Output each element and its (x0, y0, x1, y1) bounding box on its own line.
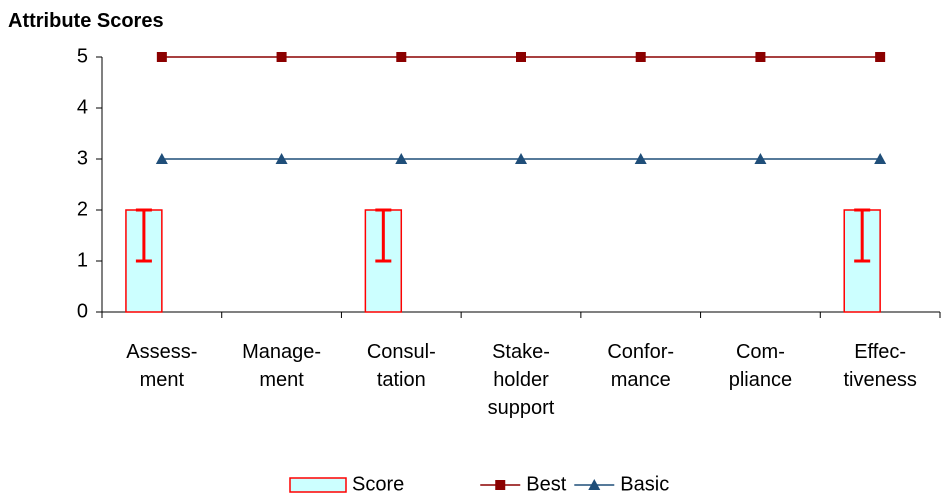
legend-swatch (289, 477, 347, 493)
y-tick-label: 3 (77, 147, 88, 169)
marker (515, 153, 527, 164)
marker (634, 153, 647, 164)
error-bar (375, 208, 392, 263)
marker (754, 153, 767, 164)
x-tick-label: Manage- ment (242, 341, 322, 391)
marker (155, 153, 168, 164)
y-tick-label: 4 (77, 96, 88, 118)
error-bar (854, 208, 871, 263)
marker (516, 52, 526, 62)
marker (755, 52, 766, 62)
x-tick-label: Com- pliance (728, 341, 793, 391)
x-tick-label: Stake- holder support (487, 341, 555, 419)
error-bar (135, 208, 152, 263)
marker (396, 52, 407, 62)
marker (275, 153, 288, 164)
marker (395, 153, 408, 164)
legend-label: Basic (620, 473, 669, 495)
x-tick-label: Confor- mance (607, 341, 675, 391)
x-tick-label: Effec- tiveness (843, 341, 917, 391)
x-tick-label: Assess- ment (126, 341, 198, 391)
legend-label: Score (352, 473, 404, 495)
marker (875, 52, 886, 62)
marker (156, 52, 167, 62)
x-tick-label: Consul- tation (366, 341, 436, 391)
y-tick-label: 5 (77, 45, 88, 67)
legend-label: Best (526, 473, 566, 495)
marker (276, 52, 287, 62)
marker (635, 52, 646, 62)
marker (874, 153, 887, 164)
y-tick-label: 2 (77, 198, 88, 220)
chart-title: Attribute Scores (8, 10, 164, 32)
legend-marker (495, 480, 506, 490)
y-tick-label: 0 (77, 300, 88, 322)
y-tick-label: 1 (77, 249, 88, 271)
legend-marker (588, 479, 601, 490)
